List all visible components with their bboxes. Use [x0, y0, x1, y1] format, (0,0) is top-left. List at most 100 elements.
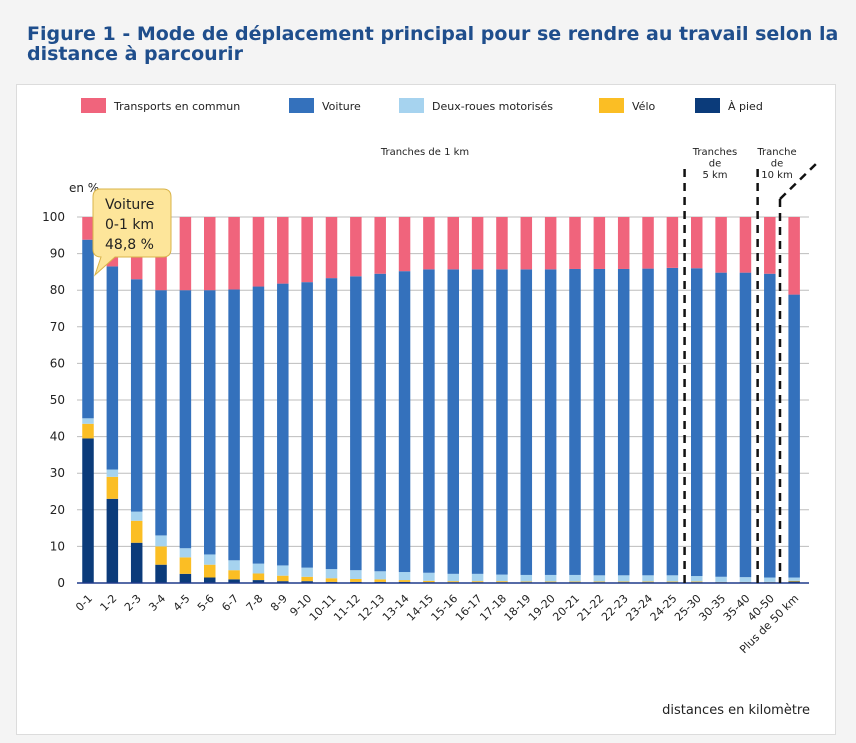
bar-voiture — [325, 278, 338, 570]
bar-velo — [544, 581, 557, 583]
bar-transports — [423, 217, 435, 270]
legend-swatch-deuxroues — [399, 98, 424, 113]
bar-deuxroues — [617, 575, 630, 582]
bar-transports — [764, 217, 776, 274]
bar-voiture — [82, 239, 94, 419]
x-tick-label: 35-40 — [721, 592, 753, 624]
legend-label-apied: À pied — [728, 100, 763, 113]
bar-velo — [496, 581, 508, 583]
bar-voiture — [130, 279, 143, 512]
bar-voiture — [496, 269, 508, 575]
bar-deuxroues — [739, 577, 752, 582]
bar-deuxroues — [544, 574, 557, 582]
bar-transports — [617, 217, 630, 269]
bar-transports — [496, 217, 508, 270]
bar-velo — [179, 557, 192, 574]
bar-deuxroues — [155, 535, 167, 547]
x-tick-label: 23-24 — [623, 592, 655, 624]
x-tick-label: 17-18 — [477, 592, 509, 624]
separator-50km-slant — [779, 160, 820, 200]
bar-voiture — [277, 283, 289, 566]
bar-deuxroues — [106, 469, 119, 477]
bar-apied — [155, 564, 167, 583]
bar-transports — [447, 217, 459, 270]
legend-label-transports: Transports en commun — [113, 100, 240, 113]
bar-transports — [398, 217, 411, 272]
x-tick-label: 11-12 — [331, 592, 363, 624]
bar-voiture — [374, 273, 386, 572]
x-tick-label: 21-22 — [575, 592, 607, 624]
bar-velo — [82, 423, 94, 439]
y-tick-label: 60 — [50, 356, 65, 370]
bar-deuxroues — [374, 571, 386, 580]
y-tick-label: 40 — [50, 430, 65, 444]
bar-transports — [788, 217, 800, 295]
annotation-tranche-10km: 10 km — [761, 170, 792, 181]
bar-velo — [569, 581, 581, 583]
bar-transports — [301, 217, 313, 283]
bar-velo — [398, 580, 411, 582]
bar-voiture — [764, 273, 776, 578]
bar-velo — [277, 575, 289, 582]
y-tick-label: 20 — [50, 503, 65, 517]
x-tick-label: 10-11 — [307, 592, 339, 624]
bar-transports — [593, 217, 606, 269]
bar-velo — [788, 580, 800, 582]
bar-transports — [179, 217, 192, 291]
legend-swatch-transports — [81, 98, 106, 113]
annotation-tranches-1km: Tranches de 1 km — [380, 147, 469, 158]
tooltip-category: 0-1 km — [105, 217, 154, 233]
legend-swatch-apied — [695, 98, 720, 113]
bar-voiture — [301, 282, 313, 568]
bar-velo — [423, 580, 435, 583]
x-tick-label: 5-6 — [195, 592, 217, 614]
bar-deuxroues — [666, 575, 679, 582]
y-tick-label: 0 — [57, 576, 65, 590]
bar-voiture — [788, 294, 800, 578]
x-tick-label: 1-2 — [98, 592, 120, 614]
bar-deuxroues — [423, 572, 435, 581]
bar-transports — [325, 217, 338, 279]
bar-velo — [155, 546, 167, 565]
bar-voiture — [593, 268, 606, 576]
bar-deuxroues — [204, 554, 216, 565]
legend-label-velo: Vélo — [632, 100, 655, 113]
bar-transports — [252, 217, 265, 287]
x-tick-label: 12-13 — [356, 592, 388, 624]
bar-transports — [666, 217, 679, 268]
tooltip-value: 48,8 % — [105, 237, 154, 253]
bar-voiture — [471, 269, 484, 574]
bar-voiture — [544, 269, 557, 575]
bar-voiture — [155, 290, 167, 536]
bar-voiture — [715, 272, 727, 577]
legend-label-voiture: Voiture — [322, 100, 361, 113]
bar-velo — [204, 564, 216, 578]
bar-velo — [520, 581, 533, 583]
bar-voiture — [204, 290, 216, 555]
bar-transports — [642, 217, 654, 269]
y-tick-label: 70 — [50, 320, 65, 334]
bar-deuxroues — [788, 577, 800, 581]
legend-label-deuxroues: Deux-roues motorisés — [432, 100, 553, 113]
x-tick-label: 2-3 — [122, 592, 144, 614]
legend-swatch-velo — [599, 98, 624, 113]
bar-velo — [106, 476, 119, 499]
x-tick-label: 16-17 — [453, 592, 485, 624]
bar-deuxroues — [691, 576, 703, 582]
bar-transports — [228, 217, 240, 290]
bar-apied — [277, 581, 289, 583]
bar-deuxroues — [471, 573, 484, 582]
bar-velo — [252, 573, 265, 581]
bar-transports — [82, 217, 94, 240]
bar-apied — [106, 498, 119, 583]
bar-velo — [617, 581, 630, 583]
x-tick-label: 15-16 — [429, 592, 461, 624]
bar-deuxroues — [350, 570, 362, 579]
bar-velo — [374, 579, 386, 582]
bar-voiture — [520, 269, 533, 575]
y-tick-label: 30 — [50, 466, 65, 480]
bar-voiture — [691, 268, 703, 577]
bar-deuxroues — [642, 575, 654, 582]
tooltip-callout — [92, 188, 172, 277]
bar-transports — [715, 217, 727, 273]
